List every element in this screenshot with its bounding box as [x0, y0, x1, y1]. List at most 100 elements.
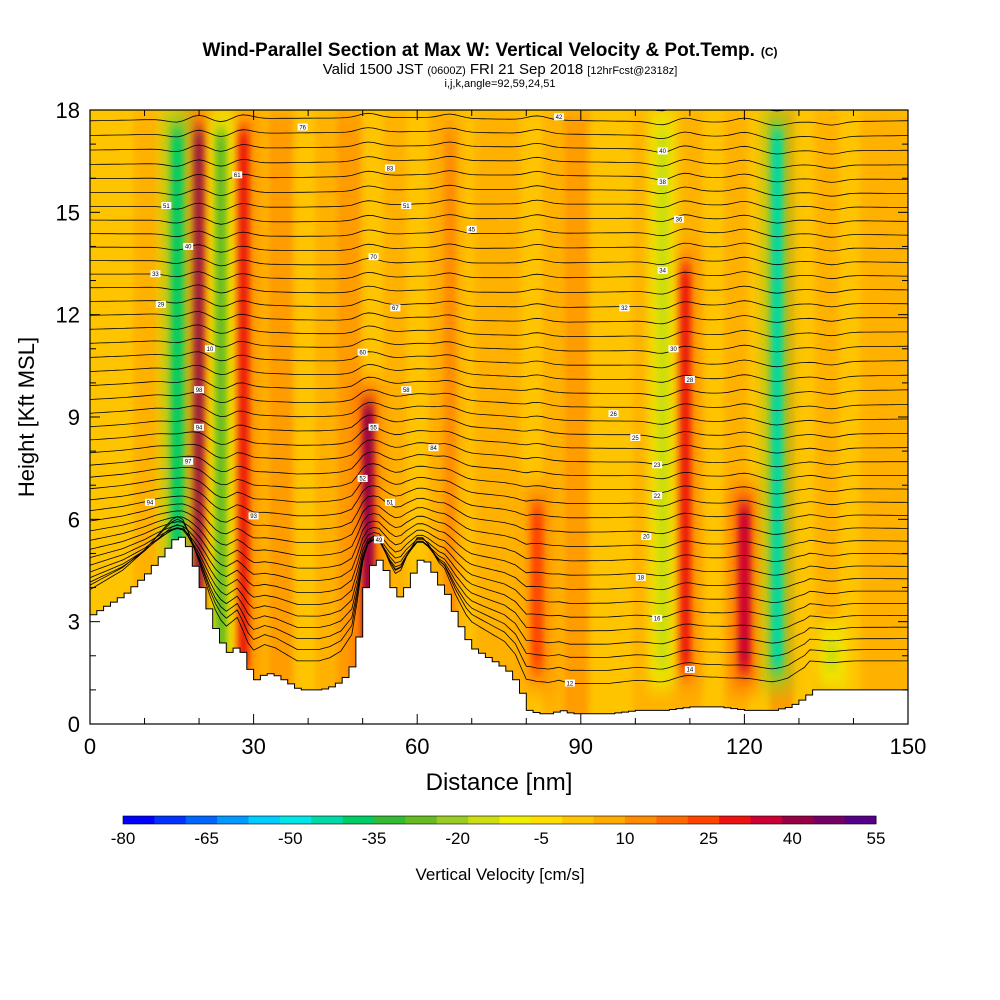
theta-label-bg — [390, 304, 401, 312]
theta-label-bg — [248, 512, 259, 520]
chart-title-text: Wind-Parallel Section at Max W: Vertical… — [202, 40, 754, 61]
theta-label-text: 29 — [158, 303, 165, 309]
colorbar-tick-label: -35 — [362, 829, 387, 848]
isentrope-line — [90, 184, 908, 197]
theta-label-bg — [684, 665, 695, 673]
downdraft-core — [656, 130, 669, 670]
theta-label-bg — [374, 536, 385, 544]
colorbar-swatch — [625, 816, 657, 824]
theta-label: 18 — [635, 573, 646, 582]
theta-label: 22 — [652, 491, 663, 500]
isentrope-line — [90, 528, 908, 632]
isentrope-line — [90, 524, 908, 604]
theta-label: 40 — [183, 242, 194, 251]
theta-label: 14 — [684, 665, 695, 674]
downdraft-core — [825, 641, 838, 670]
theta-label: 25 — [630, 433, 641, 442]
isentrope-line — [90, 170, 908, 183]
isentrope-line — [90, 495, 908, 535]
theta-label-bg — [652, 491, 663, 499]
theta-label-text: 32 — [621, 306, 628, 312]
theta-label-text: 18 — [637, 576, 644, 582]
colorbar-swatch — [781, 816, 814, 824]
isentrope-line — [90, 463, 908, 495]
updraft-core — [738, 505, 751, 670]
theta-label-text: 51 — [163, 204, 170, 210]
theta-label-text: 14 — [687, 668, 694, 674]
colorbar-tick-label: -65 — [194, 829, 219, 848]
isentrope-line — [90, 127, 908, 141]
isentropes — [90, 110, 908, 684]
colorbar-swatch — [593, 816, 626, 824]
theta-label: 38 — [657, 178, 668, 186]
theta-label-text: 25 — [632, 436, 639, 442]
isentrope-line — [90, 451, 908, 481]
theta-label-text: 26 — [610, 412, 617, 418]
downdraft-core — [771, 130, 784, 670]
field-band — [474, 110, 501, 724]
theta-label: 94 — [194, 423, 205, 432]
terrain — [90, 536, 908, 724]
theta-label: 70 — [368, 253, 379, 261]
x-tick-label: 120 — [726, 734, 763, 759]
theta-label: 29 — [155, 300, 166, 309]
theta-label-bg — [630, 433, 641, 441]
downdraft-column — [206, 110, 235, 690]
theta-label-text: 33 — [152, 272, 159, 278]
y-axis-label: Height [Kft MSL] — [14, 337, 39, 497]
theta-label: 10 — [204, 345, 215, 353]
subtitle-utc: (0600Z) — [427, 65, 466, 77]
isentrope-line — [90, 297, 908, 310]
theta-label: 97 — [183, 457, 194, 466]
theta-label: 60 — [357, 348, 368, 356]
theta-label-text: 23 — [654, 463, 661, 469]
theta-label: 98 — [194, 386, 205, 394]
theta-label: 20 — [641, 532, 652, 541]
colorbar-swatch — [311, 816, 344, 824]
theta-label-bg — [608, 410, 619, 418]
colorbar-swatch — [530, 816, 563, 824]
colorbar-swatch — [374, 816, 406, 824]
theta-label-text: 70 — [370, 255, 377, 261]
isentrope-line — [90, 516, 908, 577]
isentrope-line — [90, 214, 908, 225]
theta-label: 83 — [384, 164, 395, 172]
isentrope-line — [90, 527, 908, 645]
downdraft-column — [763, 110, 792, 690]
theta-label-bg — [155, 300, 166, 308]
y-tick-label: 12 — [56, 303, 80, 328]
isentrope-line — [90, 516, 908, 684]
colorbar-tick-label: -80 — [111, 829, 136, 848]
theta-label-text: 16 — [654, 617, 661, 623]
colorbar-swatch — [217, 816, 249, 824]
y-tick-label: 18 — [56, 98, 80, 123]
field-band — [701, 110, 729, 724]
downdraft-column — [817, 621, 846, 690]
colorbar-tick-label: -50 — [278, 829, 303, 848]
chart-subtitle-line2: i,j,k,angle=92,59,24,51 — [444, 78, 555, 90]
theta-label-text: 10 — [207, 347, 214, 353]
theta-label: 61 — [232, 171, 243, 179]
colorbar-swatch — [154, 816, 187, 824]
colorbar-swatch — [750, 816, 783, 824]
theta-label-text: 61 — [234, 173, 241, 179]
isentrope-line — [90, 402, 908, 426]
theta-label-text: 94 — [196, 426, 203, 432]
isentrope-line — [90, 271, 908, 280]
theta-label-bg — [673, 215, 684, 223]
colorbar-swatch — [185, 816, 218, 824]
field-band — [315, 110, 342, 724]
colorbar-swatch — [844, 816, 877, 824]
isentrope-line — [90, 485, 908, 522]
theta-label: 58 — [401, 386, 412, 394]
colorbar-swatch — [436, 816, 469, 824]
theta-label-text: 36 — [676, 217, 683, 223]
theta-label: 36 — [673, 215, 684, 223]
theta-label-bg — [652, 614, 663, 622]
y-tick-label: 3 — [68, 610, 80, 635]
theta-label-bg — [401, 202, 412, 210]
theta-label-text: 55 — [370, 426, 377, 432]
theta-label: 12 — [564, 679, 575, 687]
